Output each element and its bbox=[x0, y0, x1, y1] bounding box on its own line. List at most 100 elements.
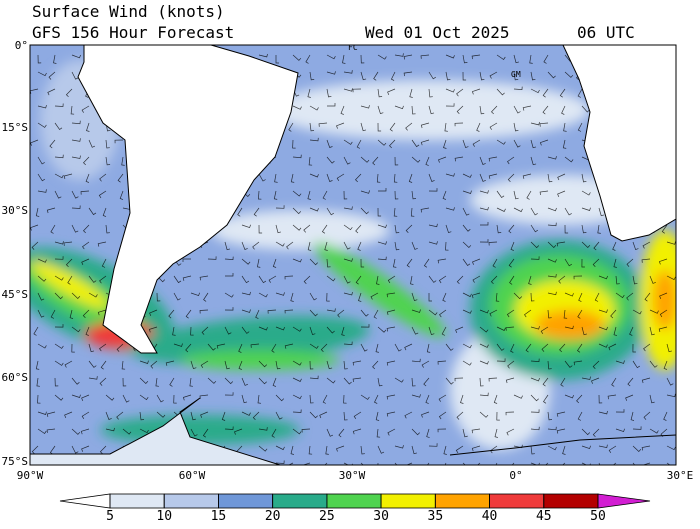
wind-barb bbox=[495, 292, 500, 302]
wind-barb bbox=[411, 428, 420, 436]
wind-barb bbox=[81, 258, 90, 266]
forecast-time: 06 UTC bbox=[577, 23, 635, 42]
wind-barb bbox=[284, 343, 294, 349]
wind-barb bbox=[376, 275, 380, 285]
colorbar-bin bbox=[380, 493, 436, 509]
wind-barb bbox=[224, 426, 234, 430]
wind-barb bbox=[411, 309, 421, 313]
wind-barb bbox=[290, 173, 295, 183]
wind-barb bbox=[309, 375, 319, 380]
wind-barb bbox=[35, 360, 40, 370]
wind-barb bbox=[547, 207, 557, 212]
wind-barb bbox=[307, 190, 311, 200]
place-label: GM bbox=[511, 70, 521, 79]
wind-barb bbox=[83, 156, 90, 166]
wind-barb bbox=[428, 293, 432, 302]
wind-barb bbox=[70, 105, 75, 115]
wind-barb bbox=[119, 190, 124, 200]
wind-barb bbox=[155, 377, 159, 387]
wind-barb bbox=[456, 275, 464, 285]
wind-barb bbox=[88, 376, 98, 380]
wind-barb bbox=[309, 207, 319, 212]
wind-barb bbox=[438, 411, 447, 420]
wind-barb bbox=[357, 241, 362, 251]
wind-barb bbox=[343, 70, 353, 74]
wind-barb bbox=[71, 377, 80, 385]
wind-barb bbox=[460, 394, 464, 404]
wind-barb bbox=[462, 173, 472, 178]
wind-barb bbox=[496, 207, 506, 212]
wind-barb bbox=[139, 394, 149, 401]
wind-barb bbox=[649, 360, 658, 368]
antarctic-coast bbox=[449, 434, 676, 456]
wind-barb bbox=[105, 139, 110, 149]
wind-barb bbox=[31, 241, 39, 250]
wind-barb bbox=[530, 292, 535, 302]
wind-barb bbox=[71, 292, 81, 299]
wind-barb bbox=[284, 275, 294, 280]
wind-barb bbox=[406, 258, 413, 268]
colorbar-bin bbox=[434, 493, 490, 509]
wind-barb bbox=[185, 343, 192, 353]
wind-barb bbox=[445, 343, 454, 351]
lon-label: 60°W bbox=[179, 469, 206, 482]
wind-barb bbox=[63, 241, 73, 246]
wind-barb bbox=[97, 309, 107, 316]
wind-barb bbox=[292, 105, 302, 110]
wind-barb bbox=[37, 292, 45, 301]
wind-barb bbox=[378, 188, 387, 192]
wind-barb bbox=[173, 292, 181, 301]
wind-barb bbox=[290, 445, 294, 455]
wind-barb bbox=[309, 137, 319, 142]
wind-barb bbox=[387, 275, 396, 284]
wind-barb bbox=[274, 173, 278, 183]
wind-barb bbox=[613, 258, 617, 268]
wind-barb bbox=[441, 326, 447, 336]
wind-barb bbox=[428, 71, 436, 80]
wind-barb bbox=[563, 309, 568, 319]
wind-barb bbox=[37, 258, 47, 263]
wind-barb bbox=[46, 428, 56, 433]
wind-barb bbox=[479, 411, 489, 418]
colorbar-label: 5 bbox=[106, 509, 114, 524]
wind-barb bbox=[221, 411, 226, 421]
wind-barb bbox=[508, 224, 515, 234]
wind-barb bbox=[462, 54, 468, 64]
wind-barb bbox=[275, 326, 285, 331]
wind-barb bbox=[241, 309, 251, 313]
wind-barb bbox=[576, 394, 583, 404]
lat-label: 15°S bbox=[2, 121, 29, 134]
wind-barb bbox=[308, 156, 313, 166]
wind-barb bbox=[165, 360, 175, 366]
wind-barb bbox=[82, 309, 90, 318]
wind-barb bbox=[360, 324, 370, 328]
wind-barb bbox=[65, 88, 73, 98]
wind-barb bbox=[437, 428, 447, 433]
wind-barb bbox=[510, 343, 515, 353]
wind-barb bbox=[443, 139, 447, 149]
wind-barb bbox=[360, 394, 370, 400]
wind-barb bbox=[326, 308, 336, 312]
wind-barb bbox=[411, 292, 418, 302]
wind-barb bbox=[428, 309, 438, 316]
wind-barb bbox=[390, 71, 396, 81]
wind-barb bbox=[598, 309, 608, 313]
wind-barb bbox=[356, 139, 362, 149]
wind-barb bbox=[403, 71, 413, 77]
wind-barb bbox=[301, 428, 311, 433]
wind-barb bbox=[564, 207, 572, 216]
wind-barb bbox=[615, 360, 625, 364]
wind-barb bbox=[530, 326, 540, 330]
wind-barb bbox=[445, 377, 454, 385]
wind-barb bbox=[318, 122, 328, 127]
wind-barb bbox=[581, 326, 587, 336]
colorbar-label: 45 bbox=[536, 509, 552, 524]
wind-barb bbox=[326, 139, 333, 148]
wind-barb bbox=[99, 377, 107, 386]
wind-barb bbox=[420, 207, 430, 213]
colorbar-label: 35 bbox=[428, 509, 444, 524]
wind-barb bbox=[629, 326, 634, 336]
wind-barb bbox=[423, 258, 430, 268]
wind-barb bbox=[479, 105, 485, 115]
wind-barb bbox=[326, 377, 336, 384]
